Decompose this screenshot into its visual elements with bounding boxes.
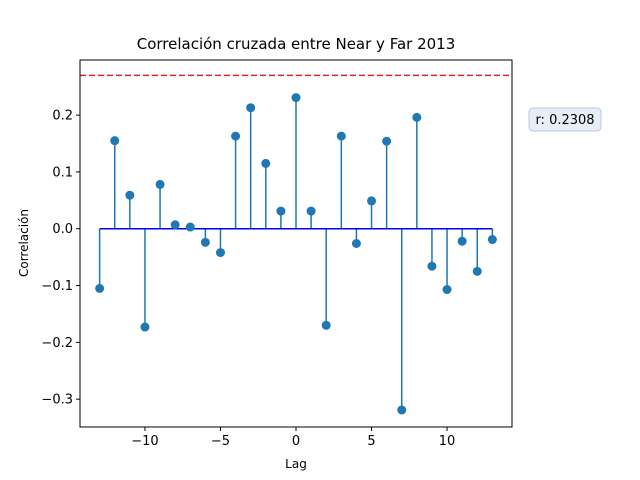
stem-marker bbox=[291, 93, 301, 103]
stem-marker bbox=[110, 136, 120, 146]
r-value-annotation: r: 0.2308 bbox=[528, 107, 602, 132]
stem-marker bbox=[125, 190, 135, 200]
y-axis-label: Correlación bbox=[17, 209, 31, 277]
y-tick-label: 0.2 bbox=[52, 109, 73, 124]
stem-marker bbox=[95, 283, 105, 293]
x-tick-label: −10 bbox=[131, 434, 158, 449]
y-tick-label: −0.3 bbox=[41, 393, 73, 408]
stem-marker bbox=[200, 237, 210, 247]
x-axis-label: Lag bbox=[285, 457, 307, 471]
stem-marker bbox=[170, 220, 180, 230]
stem-marker bbox=[367, 196, 377, 206]
stem-marker bbox=[231, 131, 241, 141]
annotation-text: r: 0.2308 bbox=[535, 113, 594, 128]
stem-marker bbox=[185, 222, 195, 232]
x-tick-label: 0 bbox=[292, 434, 300, 449]
x-tick-label: −5 bbox=[211, 434, 230, 449]
stem-marker bbox=[442, 285, 452, 295]
stem-marker bbox=[321, 320, 331, 330]
axes: −10 −5 0 5 10 −0.3 −0.2 −0.1 0.0 0.1 0.2 bbox=[41, 59, 513, 449]
stem-marker bbox=[306, 206, 316, 216]
y-tick-label: 0.1 bbox=[52, 165, 73, 180]
stem-marker bbox=[351, 239, 361, 248]
plot-area bbox=[80, 74, 512, 415]
y-tick-label: 0.0 bbox=[52, 222, 73, 237]
stem-marker bbox=[457, 236, 467, 246]
stem-marker bbox=[276, 206, 286, 216]
chart-title: Correlación cruzada entre Near y Far 201… bbox=[137, 35, 456, 53]
y-tick-label: −0.2 bbox=[41, 336, 73, 351]
stem-marker bbox=[487, 235, 497, 245]
stem-marker bbox=[382, 136, 392, 146]
annotation-box bbox=[528, 107, 602, 132]
stem-marker bbox=[397, 405, 407, 415]
stem-marker bbox=[215, 248, 225, 258]
y-tick-label: −0.1 bbox=[41, 279, 73, 294]
stem-marker bbox=[472, 266, 482, 276]
stem-marker bbox=[155, 179, 165, 189]
stem-marker bbox=[336, 131, 346, 141]
x-tick-label: 5 bbox=[367, 434, 375, 449]
stem-marker bbox=[412, 112, 422, 122]
stem-marker bbox=[140, 322, 150, 332]
stem-marker bbox=[427, 261, 437, 271]
x-tick-label: 10 bbox=[439, 434, 456, 449]
stem-marker bbox=[246, 103, 256, 113]
stem-marker bbox=[261, 158, 271, 168]
